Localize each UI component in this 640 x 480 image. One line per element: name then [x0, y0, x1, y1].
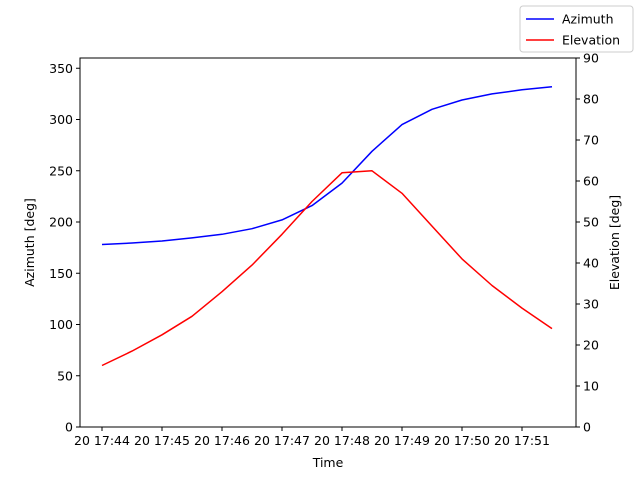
y-left-tick-label: 200	[49, 215, 73, 230]
legend: Azimuth Elevation	[519, 5, 634, 53]
x-tick-label: 20 17:46	[194, 433, 250, 448]
y-right-tick-label: 60	[583, 174, 599, 189]
y-left-tick-label: 350	[49, 61, 73, 76]
y-axis-left-label: Azimuth [deg]	[22, 198, 37, 287]
y-right-tick-label: 50	[583, 215, 599, 230]
plot-frame	[79, 57, 577, 428]
y-right-tick-label: 70	[583, 133, 599, 148]
y-right-tick-label: 0	[583, 420, 591, 435]
x-tick-label: 20 17:48	[314, 433, 370, 448]
ticks-layer: 0 50 100 150 200 250 300 350 0 10 20 30 40 50 60 70 80 90…	[49, 51, 599, 449]
x-tick-label: 20 17:51	[494, 433, 550, 448]
y-left-tick-label: 50	[57, 368, 73, 383]
y-right-tick-label: 90	[583, 51, 599, 66]
x-axis-label: Time	[312, 455, 344, 470]
legend-label-azimuth: Azimuth	[562, 12, 614, 27]
x-tick-label: 20 17:45	[134, 433, 190, 448]
y-left-tick-label: 100	[49, 317, 73, 332]
y-left-tick-label: 0	[65, 420, 73, 435]
y-right-tick-label: 80	[583, 92, 599, 107]
y-right-tick-label: 40	[583, 256, 599, 271]
series-layer	[101, 85, 553, 367]
y-axis-right-label: Elevation [deg]	[607, 195, 622, 290]
y-left-tick-label: 250	[49, 163, 73, 178]
x-tick-label: 20 17:47	[254, 433, 310, 448]
y-right-tick-label: 30	[583, 297, 599, 312]
y-right-tick-label: 20	[583, 338, 599, 353]
y-left-tick-label: 300	[49, 112, 73, 127]
series-line-azimuth	[101, 85, 553, 246]
x-tick-label: 20 17:49	[374, 433, 430, 448]
series-line-elevation	[101, 170, 553, 367]
legend-label-elevation: Elevation	[562, 33, 620, 48]
y-right-tick-label: 10	[583, 379, 599, 394]
y-left-tick-label: 150	[49, 266, 73, 281]
x-tick-label: 20 17:44	[74, 433, 130, 448]
x-tick-label: 20 17:50	[434, 433, 490, 448]
